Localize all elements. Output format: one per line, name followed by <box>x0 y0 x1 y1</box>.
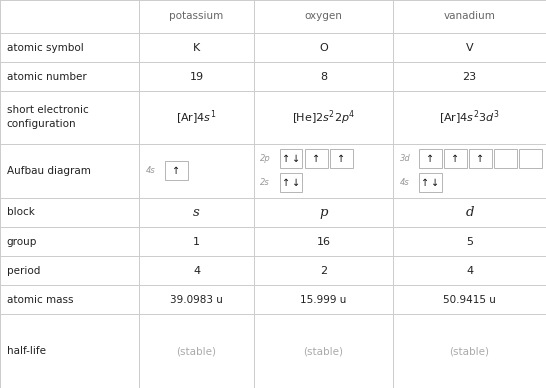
Bar <box>469 149 492 168</box>
Text: ↓: ↓ <box>292 154 300 164</box>
Text: ↑: ↑ <box>282 178 290 188</box>
Bar <box>519 149 542 168</box>
Text: K: K <box>193 43 200 52</box>
Bar <box>330 149 353 168</box>
Text: 23: 23 <box>462 72 477 81</box>
Text: ↑: ↑ <box>421 178 429 188</box>
Text: 2p: 2p <box>260 154 271 163</box>
Text: 4: 4 <box>193 266 200 275</box>
Bar <box>494 149 517 168</box>
Text: 50.9415 u: 50.9415 u <box>443 295 496 305</box>
Bar <box>419 173 442 192</box>
Text: 15.999 u: 15.999 u <box>300 295 347 305</box>
Text: $\mathrm{[Ar]4}s^{2}\mathrm{3}d^{3}$: $\mathrm{[Ar]4}s^{2}\mathrm{3}d^{3}$ <box>439 108 500 126</box>
Text: ↑: ↑ <box>426 154 434 164</box>
Text: 1: 1 <box>193 237 200 246</box>
Text: ↑: ↑ <box>282 154 290 164</box>
Text: d: d <box>465 206 474 219</box>
Text: $\mathrm{[Ar]4}s^{1}$: $\mathrm{[Ar]4}s^{1}$ <box>176 108 217 126</box>
Text: s: s <box>193 206 200 219</box>
Text: O: O <box>319 43 328 52</box>
Text: ↑: ↑ <box>173 166 180 176</box>
Text: (stable): (stable) <box>304 346 343 356</box>
Text: 16: 16 <box>317 237 330 246</box>
Text: 4: 4 <box>466 266 473 275</box>
Bar <box>165 161 188 180</box>
Text: 5: 5 <box>466 237 473 246</box>
Bar <box>280 173 302 192</box>
Text: ↓: ↓ <box>431 178 440 188</box>
Text: 19: 19 <box>189 72 204 81</box>
Bar <box>305 149 328 168</box>
Text: 2s: 2s <box>260 178 270 187</box>
Text: group: group <box>7 237 37 246</box>
Text: (stable): (stable) <box>449 346 490 356</box>
Bar <box>444 149 467 168</box>
Text: atomic mass: atomic mass <box>7 295 73 305</box>
Bar <box>280 149 302 168</box>
Text: 2: 2 <box>320 266 327 275</box>
Bar <box>419 149 442 168</box>
Text: period: period <box>7 266 40 275</box>
Text: potassium: potassium <box>169 12 224 21</box>
Text: 3d: 3d <box>400 154 411 163</box>
Text: half-life: half-life <box>7 346 45 356</box>
Text: ↑: ↑ <box>477 154 484 164</box>
Text: 39.0983 u: 39.0983 u <box>170 295 223 305</box>
Text: ↑: ↑ <box>337 154 345 164</box>
Text: atomic symbol: atomic symbol <box>7 43 84 52</box>
Text: ↑: ↑ <box>312 154 320 164</box>
Text: $\mathrm{[He]2}s^{2}\mathrm{2}p^{4}$: $\mathrm{[He]2}s^{2}\mathrm{2}p^{4}$ <box>292 108 355 126</box>
Text: p: p <box>319 206 328 219</box>
Text: (stable): (stable) <box>176 346 217 356</box>
Text: 8: 8 <box>320 72 327 81</box>
Text: ↑: ↑ <box>452 154 459 164</box>
Text: short electronic
configuration: short electronic configuration <box>7 106 88 129</box>
Text: block: block <box>7 208 34 217</box>
Text: 4s: 4s <box>400 178 410 187</box>
Text: ↓: ↓ <box>292 178 300 188</box>
Text: vanadium: vanadium <box>443 12 496 21</box>
Text: Aufbau diagram: Aufbau diagram <box>7 166 91 176</box>
Text: V: V <box>466 43 473 52</box>
Text: 4s: 4s <box>146 166 156 175</box>
Text: atomic number: atomic number <box>7 72 86 81</box>
Text: oxygen: oxygen <box>305 12 342 21</box>
